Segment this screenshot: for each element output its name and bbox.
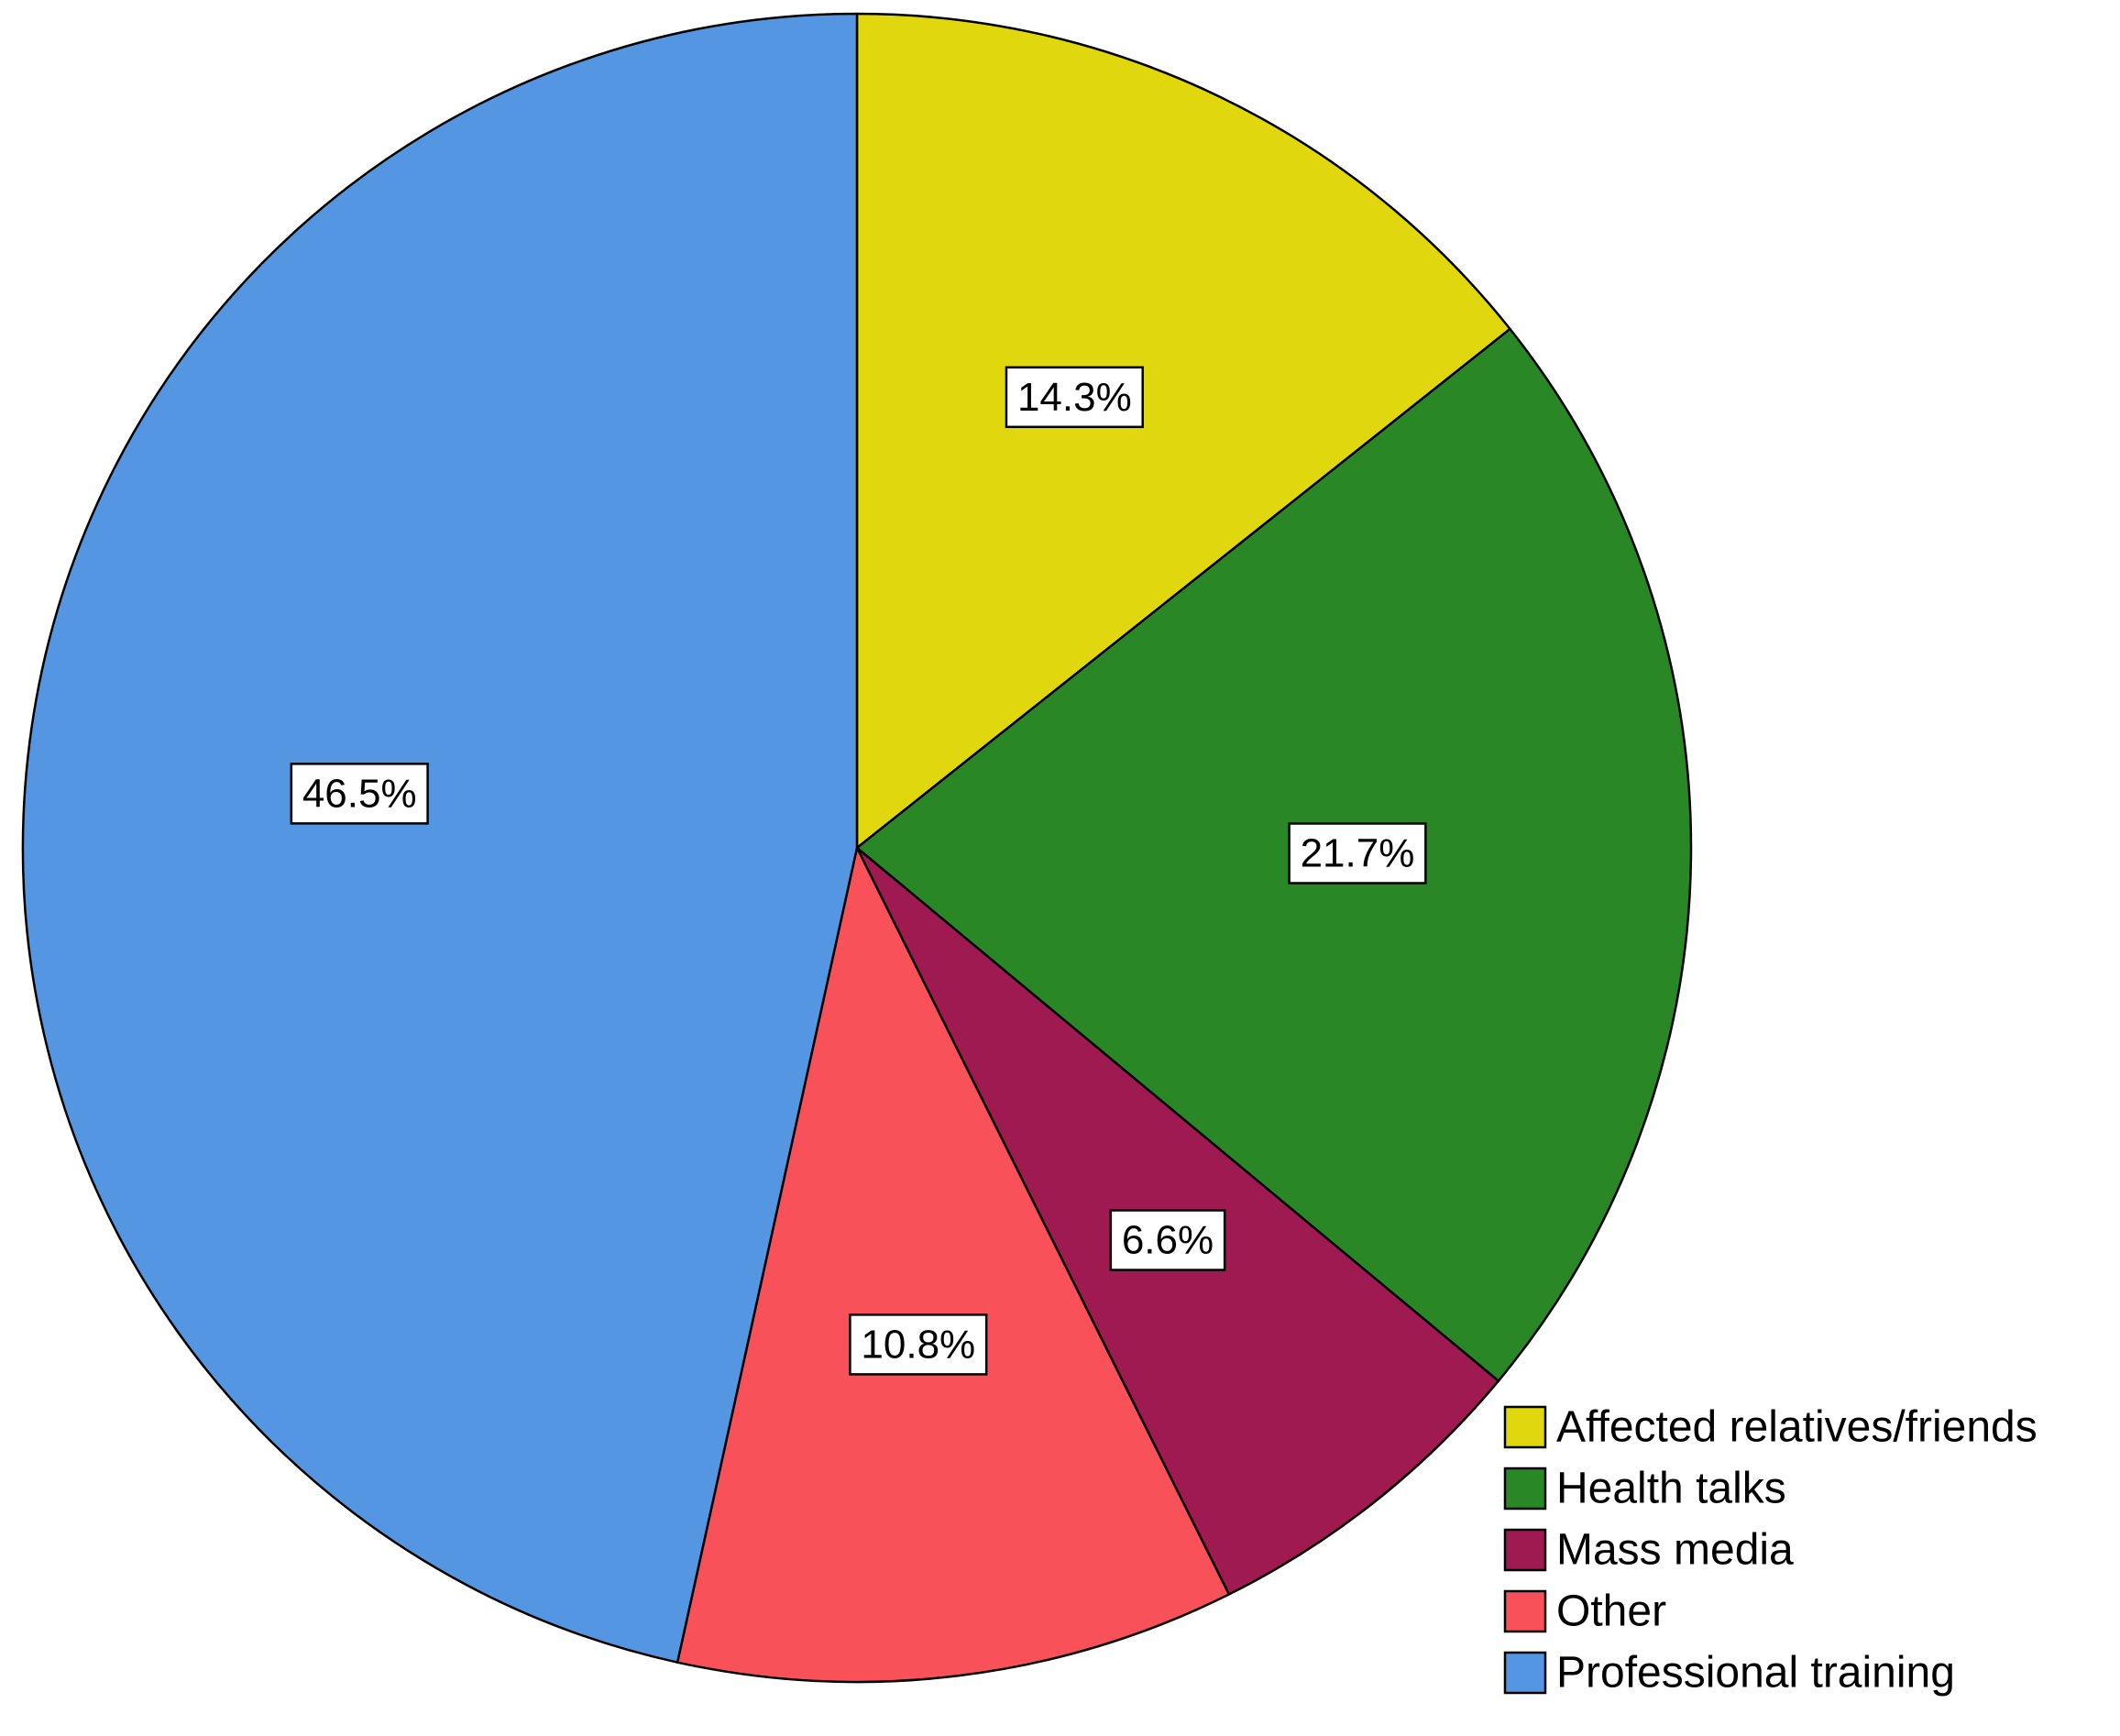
value-label-mass-media: 6.6% [1109,1209,1226,1271]
value-label-box [1288,822,1427,884]
value-label-box [1109,1209,1226,1271]
legend-label: Mass media [1556,1526,1794,1575]
value-label-text: 14.3% [1017,375,1132,420]
legend-label: Professional training [1556,1649,1955,1698]
legend-label: Health talks [1556,1465,1786,1513]
pie-slice-professional-training [21,12,859,1664]
pie-slices [21,12,1693,1684]
value-label-text: 46.5% [302,771,417,816]
legend-label: Affected relatives/friends [1556,1403,2038,1452]
value-label-text: 21.7% [1301,831,1415,876]
legend-swatch [1503,1651,1547,1695]
pie-slice-affected-relatives-friends [855,12,1511,850]
pie-value-labels: 14.3% 21.7% 6.6% 10.8% 46.5% [290,366,1427,1376]
legend: Affected relatives/friends Health talks Ma… [1503,1403,2038,1698]
value-label-affected-relatives-friends: 14.3% [1005,366,1144,429]
pie-slice-other [676,846,1231,1684]
value-label-text: 6.6% [1122,1218,1214,1263]
value-label-professional-training: 46.5% [290,763,429,825]
legend-swatch [1503,1405,1547,1449]
value-label-box [1005,366,1144,429]
legend-label: Other [1556,1588,1666,1636]
value-label-text: 10.8% [861,1322,975,1367]
value-label-box [849,1313,988,1376]
legend-swatch [1503,1467,1547,1511]
value-label-box [290,763,429,825]
legend-item-other: Other [1503,1588,1666,1636]
legend-item-affected-relatives-friends: Affected relatives/friends [1503,1403,2038,1452]
value-label-other: 10.8% [849,1313,988,1376]
legend-swatch [1503,1528,1547,1572]
value-label-health-talks: 21.7% [1288,822,1427,884]
legend-item-mass-media: Mass media [1503,1526,1794,1575]
legend-item-professional-training: Professional training [1503,1649,1955,1698]
pie-slice-health-talks [855,327,1693,1382]
legend-item-health-talks: Health talks [1503,1465,1786,1513]
legend-swatch [1503,1589,1547,1633]
